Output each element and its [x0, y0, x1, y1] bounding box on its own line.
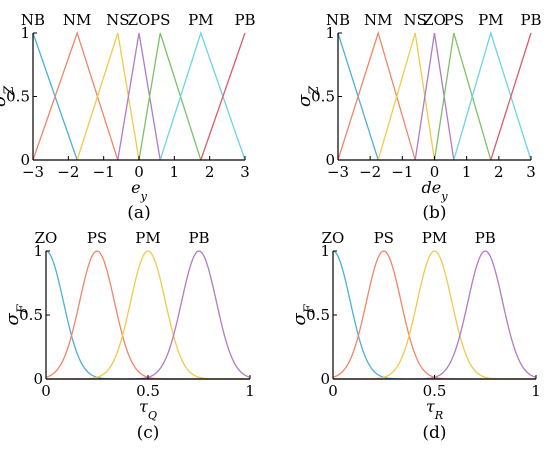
x-tick-label: 0 [134, 163, 144, 181]
x-tick-label: 3 [240, 163, 250, 181]
series-label-pb: PB [520, 11, 541, 29]
x-tick-label: 1 [531, 382, 541, 400]
series-label-zo: ZO [322, 229, 345, 247]
series-label-nm: NM [364, 11, 392, 29]
series-label-pm: PM [135, 229, 160, 247]
series-line-ps [138, 32, 202, 161]
series-line-pm [159, 30, 246, 161]
series-line-zo [117, 32, 161, 161]
x-tick-label: −3 [327, 163, 349, 181]
y-tick-label: 0.5 [6, 88, 30, 106]
series-label-nm: NM [63, 11, 91, 29]
y-tick-label: 0.5 [306, 306, 330, 324]
y-tick-label: 0.5 [311, 88, 335, 106]
x-tick-label: −2 [359, 163, 381, 181]
series-label-pb: PB [188, 229, 209, 247]
series-label-nb: NB [21, 11, 45, 29]
y-tick-label: 0 [320, 370, 330, 388]
series-label-ns: NS [403, 11, 426, 29]
series-label-ps: PS [444, 11, 464, 29]
y-axis-label: σZ [294, 86, 321, 107]
series-label-pm: PM [422, 229, 447, 247]
x-axis-label: τQ [139, 397, 157, 422]
series-label-pb: PB [475, 229, 496, 247]
series-label-pm: PM [188, 11, 213, 29]
series-label-nb: NB [326, 11, 350, 29]
x-axis-label: τR [426, 397, 444, 422]
series-label-zo: ZO [128, 11, 151, 29]
series-label-ps: PS [87, 229, 107, 247]
series-line-pm [453, 30, 532, 161]
series-label-zo: ZO [35, 229, 58, 247]
x-axis-label: dey [421, 178, 448, 203]
y-axis-label: σF [2, 303, 29, 325]
y-tick-label: 0.5 [19, 306, 43, 324]
x-tick-label: 0 [430, 163, 440, 181]
x-tick-label: 0.5 [423, 382, 447, 400]
y-tick-label: 1 [325, 24, 335, 42]
panel-label: (b) [422, 203, 446, 223]
x-tick-label: 1 [462, 163, 472, 181]
series-line-ns [76, 32, 140, 161]
y-tick-label: 0 [325, 151, 335, 169]
panel-label: (d) [422, 423, 446, 443]
y-axis-label: σZ [0, 86, 16, 107]
series-line-nm [337, 30, 416, 161]
y-tick-label: 1 [20, 24, 30, 42]
x-tick-label: 0.5 [136, 382, 160, 400]
x-tick-label: 0 [328, 382, 338, 400]
series-line-ps [433, 32, 492, 161]
y-axis-label: σF [289, 303, 316, 325]
chart-panel-d: ZO PS PM PB 0 0.5 1 0 0.5 1 τR σF (d) [289, 229, 541, 443]
series-label-zo: ZO [423, 11, 446, 29]
series-label-pb: PB [234, 11, 255, 29]
x-tick-label: 0 [41, 382, 51, 400]
x-tick-label: −2 [57, 163, 79, 181]
x-tick-label: 3 [526, 163, 536, 181]
series-line-nm [32, 30, 119, 161]
x-tick-label: −1 [391, 163, 413, 181]
series-label-ns: NS [106, 11, 129, 29]
x-axis-label: ey [131, 178, 147, 203]
panel-label: (a) [127, 203, 150, 223]
x-tick-label: 2 [205, 163, 215, 181]
series-label-ps: PS [374, 229, 394, 247]
x-tick-label: 2 [494, 163, 504, 181]
y-tick-label: 1 [320, 242, 330, 260]
series-line-ns [377, 32, 436, 161]
series-line-pb [200, 32, 246, 161]
y-tick-label: 0 [33, 370, 43, 388]
series-line-pb [490, 32, 532, 161]
x-tick-label: −3 [22, 163, 44, 181]
x-tick-label: 1 [245, 382, 255, 400]
y-tick-label: 0 [20, 151, 30, 169]
panel-label: (c) [137, 423, 160, 443]
series-label-pm: PM [478, 11, 503, 29]
chart-panel-c: ZO PS PM PB 0 0.5 1 0 0.5 1 τQ σF (c) [2, 229, 255, 443]
x-tick-label: 1 [170, 163, 180, 181]
series-label-ps: PS [150, 11, 170, 29]
series-line-zo [414, 32, 455, 161]
y-tick-label: 1 [33, 242, 43, 260]
x-tick-label: −1 [93, 163, 115, 181]
